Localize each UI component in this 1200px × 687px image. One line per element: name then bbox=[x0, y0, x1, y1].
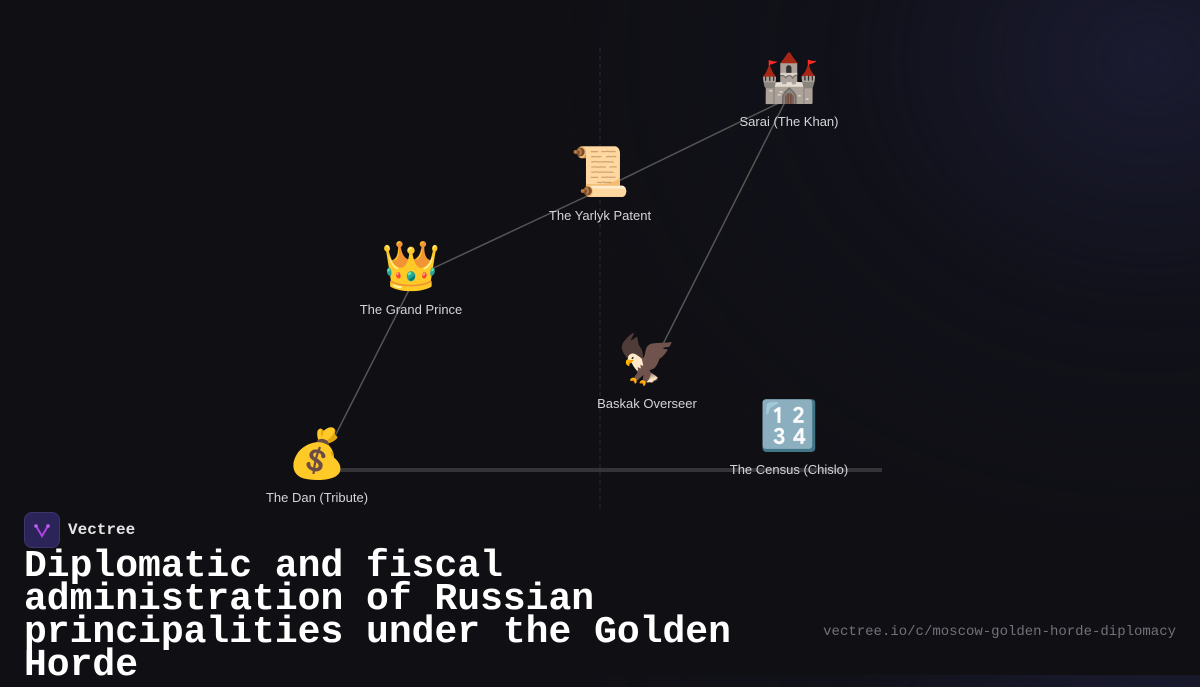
node-label: The Dan (Tribute) bbox=[265, 490, 369, 505]
vectree-logo-icon bbox=[24, 512, 60, 548]
node-sarai[interactable]: 🏰 Sarai (The Khan) bbox=[689, 50, 889, 129]
source-url[interactable]: vectree.io/c/moscow-golden-horde-diploma… bbox=[823, 624, 1176, 640]
node-dan[interactable]: 💰 The Dan (Tribute) bbox=[217, 426, 417, 505]
scroll-icon: 📜 bbox=[570, 144, 630, 200]
page-title: Diplomatic and fiscal administration of … bbox=[24, 545, 731, 687]
eagle-icon: 🦅 bbox=[617, 332, 677, 388]
node-label: The Yarlyk Patent bbox=[548, 208, 652, 223]
node-yarlyk[interactable]: 📜 The Yarlyk Patent bbox=[500, 144, 700, 223]
edge-yarlyk-prince bbox=[424, 189, 601, 273]
brand[interactable]: Vectree bbox=[24, 512, 135, 548]
node-label: Sarai (The Khan) bbox=[739, 114, 839, 129]
node-label: The Grand Prince bbox=[359, 302, 463, 317]
edge-sarai-yarlyk bbox=[599, 99, 786, 191]
crown-icon: 👑 bbox=[381, 238, 441, 294]
numbers-icon: 🔢 bbox=[759, 398, 819, 454]
node-label: Baskak Overseer bbox=[597, 396, 697, 411]
node-census[interactable]: 🔢 The Census (Chislo) bbox=[689, 398, 889, 477]
money-bag-icon: 💰 bbox=[287, 426, 347, 482]
castle-icon: 🏰 bbox=[759, 50, 819, 106]
edge-sarai-baskak bbox=[659, 101, 786, 351]
node-baskak[interactable]: 🦅 Baskak Overseer bbox=[547, 332, 747, 411]
edge-prince-dan bbox=[332, 287, 411, 441]
brand-name: Vectree bbox=[68, 521, 136, 539]
node-label: The Census (Chislo) bbox=[729, 462, 849, 477]
node-prince[interactable]: 👑 The Grand Prince bbox=[311, 238, 511, 317]
